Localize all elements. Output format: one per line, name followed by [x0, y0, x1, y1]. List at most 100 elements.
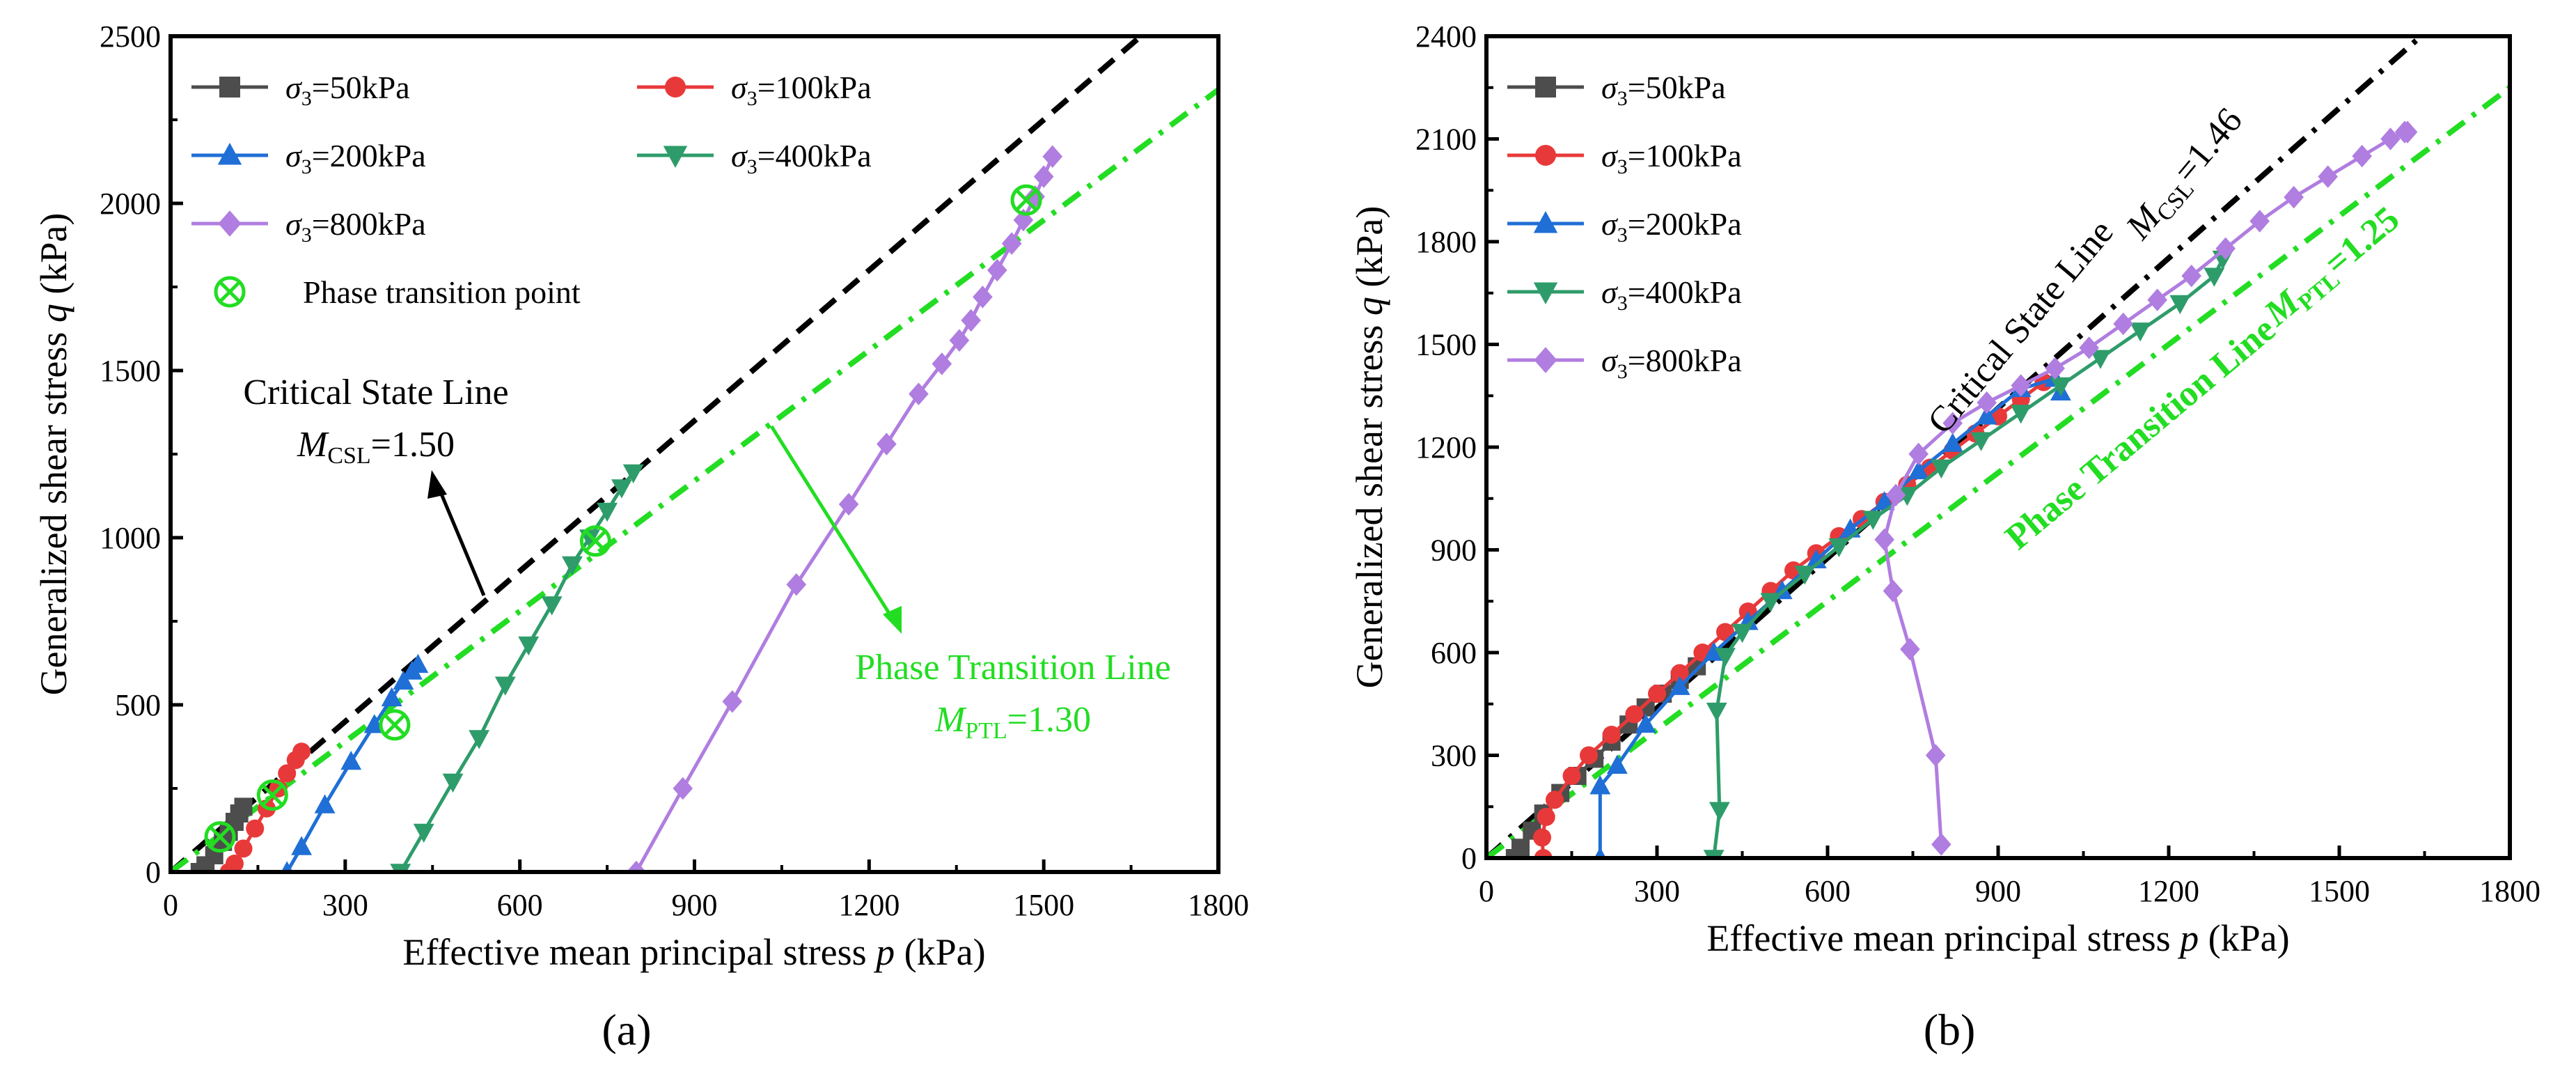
legend-swatch-marker [1535, 145, 1556, 166]
panel-a-csl-arrow [437, 484, 484, 595]
data-point [1931, 833, 1951, 856]
legend-item: σ3=400kPa [1507, 274, 1742, 315]
legend-label: σ3=800kPa [285, 206, 426, 247]
panel-a-label: (a) [602, 1005, 651, 1054]
legend-item: σ3=100kPa [1507, 138, 1742, 178]
legend-label: σ3=800kPa [1601, 343, 1742, 383]
y-tick-label: 1500 [1415, 328, 1477, 362]
data-point [291, 836, 312, 855]
data-point [1533, 829, 1551, 847]
panel-b-xlabel-unit: (kPa) [2208, 917, 2290, 959]
y-tick-label: 2000 [100, 187, 161, 221]
x-tick-label: 1800 [2479, 874, 2540, 908]
panel-a-csl-arrowhead [427, 470, 447, 499]
panel-a-ptl-m-main: M [934, 700, 967, 740]
data-point [235, 797, 253, 816]
data-point [542, 596, 563, 615]
panel-a-ylabel-unit: (kPa) [33, 213, 74, 295]
panel-a-legend: σ3=50kPa σ3=100kPaσ3=200kPa σ3=400kPaσ3=80… [191, 70, 872, 310]
panel-a-ptl-m-sub: PTL [965, 718, 1007, 744]
panel-b-y-axis-label: Generalized shear stress q (kPa) [1349, 206, 1390, 689]
panel-a-csl-m-label: MCSL=1.50 [297, 425, 455, 469]
panel-a-csl-annotation: Critical State Line [243, 373, 508, 412]
data-point [340, 751, 361, 770]
data-point [723, 690, 743, 713]
legend-label: σ3=400kPa [1601, 274, 1742, 315]
legend-item: σ3=50kPa [191, 70, 410, 110]
data-point [2113, 313, 2133, 336]
y-tick-label: 900 [1431, 534, 1477, 568]
panel-a-reference-lines [171, 0, 1218, 872]
panel-a-ptl-m-label: MPTL=1.30 [934, 700, 1091, 744]
data-point [1706, 703, 1727, 722]
y-tick-label: 300 [1431, 739, 1477, 773]
panel-b: 0 300 600 900 1200 1500 1800030060090012001500… [1349, 0, 2540, 1054]
series-line [1714, 259, 2223, 858]
legend-label: σ3=50kPa [1601, 70, 1726, 110]
x-tick-label: 1500 [1013, 888, 1074, 922]
data-point [673, 777, 693, 800]
panel-a-xlabel-var: p [873, 931, 895, 973]
panel-b-xlabel-var: p [2177, 917, 2199, 959]
data-point [235, 839, 253, 857]
data-point [469, 730, 489, 749]
legend-item: σ3=800kPa [1507, 343, 1742, 383]
panel-b-ylabel-text: Generalized shear stress [1349, 325, 1390, 689]
data-point [961, 309, 981, 332]
legend-item-phase-transition: Phase transition point [216, 274, 581, 310]
data-point [1883, 579, 1903, 602]
legend-label: σ3=200kPa [285, 138, 426, 178]
legend-swatch-marker [1534, 347, 1557, 373]
data-point [2398, 120, 2418, 143]
panel-a-ylabel-var: q [33, 304, 74, 322]
data-point [1709, 802, 1730, 820]
x-tick-label: 900 [672, 888, 718, 922]
legend-swatch-marker [665, 77, 686, 98]
panel-b-ptl-annotation: Phase Transition Line [1998, 309, 2283, 557]
data-point [2050, 377, 2071, 396]
legend-label: σ3=100kPa [731, 70, 872, 110]
y-tick-label: 2400 [1415, 20, 1477, 54]
data-point [1900, 638, 1920, 661]
series-line [1542, 382, 2043, 858]
panel-a-csl-m-sub: CSL [327, 443, 370, 469]
phase-transition-point [381, 711, 409, 739]
data-point [2130, 322, 2151, 341]
data-point [1511, 839, 1530, 857]
legend-item: σ3=200kPa [1507, 206, 1742, 247]
panel-a-xlabel-unit: (kPa) [904, 931, 986, 973]
panel-a-ptl-m-value: =1.30 [1007, 700, 1091, 740]
legend-label: Phase transition point [303, 274, 581, 310]
legend-item: σ3=800kPa [191, 206, 426, 247]
data-point [1625, 706, 1643, 724]
reference-line [171, 0, 1218, 872]
figure-canvas: 0 300 600 900 1200 1500 1800050010001500200025… [0, 0, 2576, 1067]
y-tick-label: 2100 [1415, 123, 1477, 157]
data-point [1874, 529, 1894, 552]
y-tick-label: 2500 [100, 20, 161, 54]
data-point [1563, 767, 1581, 785]
legend-swatch-marker [219, 77, 240, 98]
y-tick-label: 0 [1461, 841, 1477, 875]
panel-a-y-axis-label: Generalized shear stress q (kPa) [33, 213, 74, 696]
data-point [1042, 146, 1062, 169]
panel-b-ptl-m-label: MPTL=1.25 [2256, 199, 2410, 338]
data-point [987, 259, 1007, 282]
panel-b-ylabel-var: q [1349, 297, 1390, 316]
data-point [2169, 295, 2190, 314]
panel-b-ylabel-unit: (kPa) [1349, 206, 1390, 288]
panel-b-legend: σ3=50kPa σ3=100kPa σ3=200kPa σ3=400kPa σ3=80… [1507, 70, 1742, 383]
data-point [518, 637, 539, 655]
x-tick-label: 300 [1634, 874, 1680, 908]
legend-label: σ3=50kPa [285, 70, 410, 110]
data-point [246, 820, 264, 838]
data-point [1537, 808, 1555, 826]
data-point [1603, 726, 1621, 744]
x-tick-label: 1200 [2138, 874, 2199, 908]
x-tick-label: 1200 [838, 888, 900, 922]
legend-swatch-marker [219, 210, 242, 237]
data-point [414, 824, 434, 843]
data-point [2147, 288, 2167, 311]
data-point [443, 774, 464, 793]
data-point [2011, 405, 2032, 423]
